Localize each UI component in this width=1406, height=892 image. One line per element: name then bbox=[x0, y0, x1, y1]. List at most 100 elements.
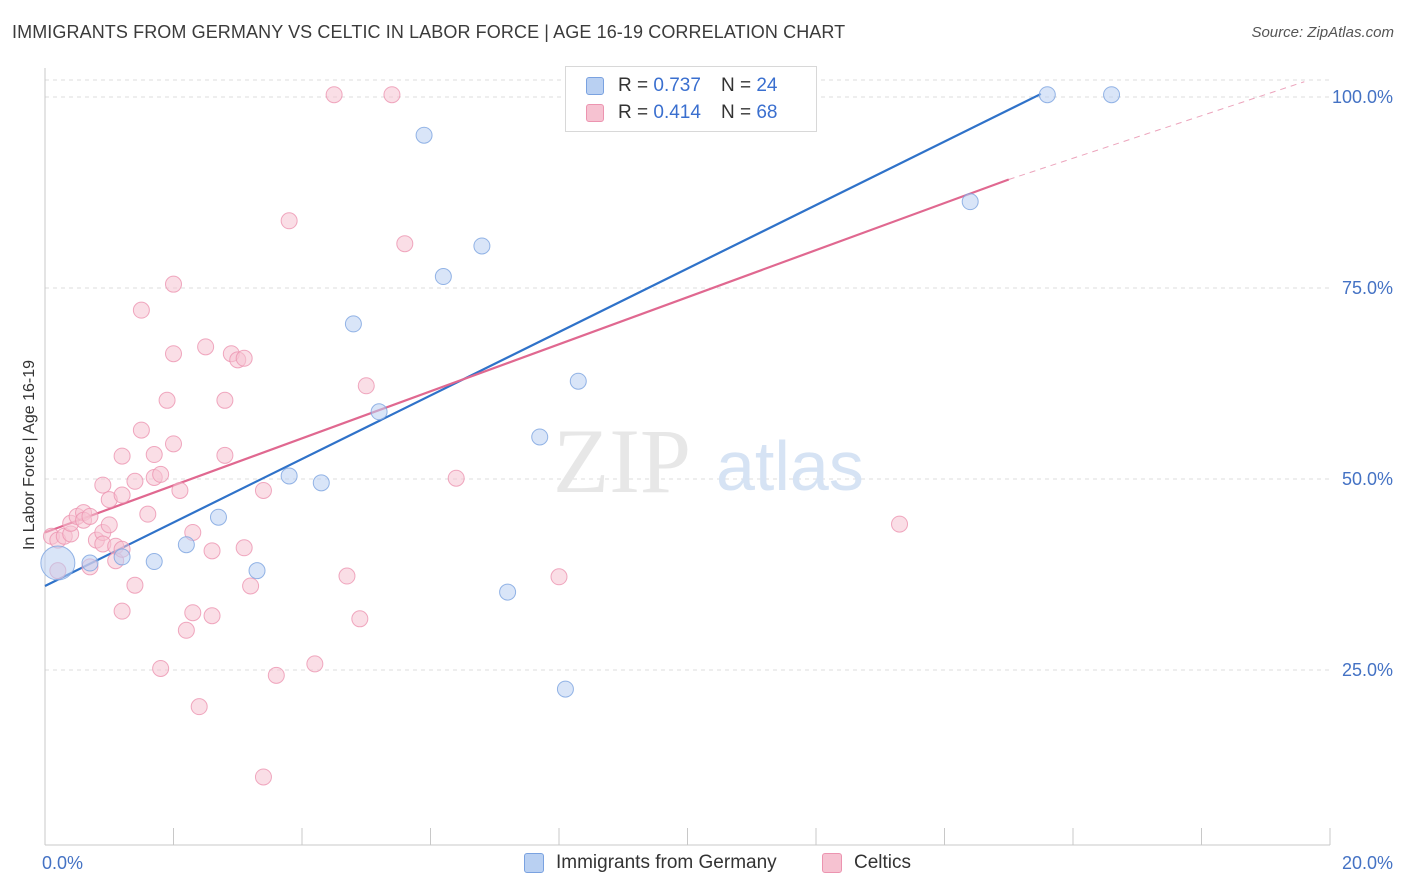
point-germany bbox=[177, 536, 195, 554]
point-celtics bbox=[139, 505, 157, 523]
bottom-legend-label: Immigrants from Germany bbox=[556, 852, 777, 873]
point-celtics bbox=[165, 435, 182, 453]
point-germany bbox=[415, 126, 433, 144]
watermark-atlas: atlas bbox=[716, 427, 864, 505]
point-celtics bbox=[216, 446, 234, 464]
point-celtics bbox=[184, 604, 202, 622]
watermark: ZIP atlas bbox=[553, 410, 864, 512]
legend-n-value: 68 bbox=[756, 102, 778, 123]
legend: R = 0.737 N = 24 R = 0.414 N = 68 bbox=[565, 66, 817, 132]
point-germany bbox=[1038, 86, 1056, 104]
legend-n-value: 24 bbox=[756, 75, 778, 96]
point-celtics bbox=[383, 86, 401, 104]
legend-row-germany: R = 0.737 N = 24 bbox=[586, 73, 777, 99]
point-celtics bbox=[197, 338, 215, 356]
point-germany bbox=[1103, 86, 1121, 104]
point-celtics bbox=[357, 377, 375, 395]
watermark-zip: ZIP bbox=[553, 410, 691, 512]
trend-line-celtics-extension bbox=[1008, 81, 1305, 180]
legend-n-label: N = bbox=[720, 102, 752, 123]
y-tick-label: 75.0% bbox=[1342, 278, 1393, 298]
bottom-legend-germany[interactable]: Immigrants from Germany bbox=[524, 852, 777, 874]
point-celtics bbox=[351, 610, 369, 628]
y-axis-label: In Labor Force | Age 16-19 bbox=[21, 360, 38, 550]
point-germany bbox=[473, 237, 491, 255]
point-celtics bbox=[158, 391, 176, 409]
point-celtics bbox=[325, 86, 343, 104]
x-tick-label: 20.0% bbox=[1342, 853, 1393, 873]
legend-n-label: N = bbox=[720, 75, 752, 96]
x-tick-label: 0.0% bbox=[42, 853, 83, 873]
point-germany bbox=[145, 553, 163, 571]
point-celtics bbox=[254, 768, 272, 786]
point-germany bbox=[961, 193, 979, 211]
legend-r-label: R = bbox=[618, 102, 649, 123]
point-germany bbox=[312, 474, 330, 492]
point-celtics bbox=[94, 476, 112, 494]
point-celtics bbox=[152, 465, 170, 483]
point-celtics bbox=[242, 577, 260, 595]
point-germany bbox=[556, 680, 574, 698]
legend-swatch-pink bbox=[586, 104, 604, 122]
point-celtics bbox=[100, 516, 118, 534]
chart-title: IMMIGRANTS FROM GERMANY VS CELTIC IN LAB… bbox=[12, 22, 846, 42]
trend-line-celtics bbox=[44, 178, 1010, 534]
bottom-legend-label: Celtics bbox=[854, 852, 912, 873]
y-tick-label: 100.0% bbox=[1332, 87, 1393, 107]
axes bbox=[44, 68, 1331, 846]
point-celtics bbox=[338, 567, 356, 585]
point-celtics bbox=[203, 542, 221, 560]
point-celtics bbox=[165, 345, 182, 363]
point-celtics bbox=[145, 446, 163, 464]
point-germany bbox=[370, 403, 388, 421]
legend-row-celtics: R = 0.414 N = 68 bbox=[586, 100, 777, 126]
trend-lines bbox=[44, 81, 1305, 587]
bottom-legend: Immigrants from Germany Celtics bbox=[0, 852, 1406, 878]
point-celtics bbox=[254, 481, 272, 499]
bottom-legend-swatch-blue bbox=[524, 853, 544, 873]
point-celtics bbox=[113, 447, 131, 465]
point-germany bbox=[531, 428, 549, 446]
legend-r-value: 0.737 bbox=[653, 75, 701, 96]
point-celtics bbox=[152, 659, 170, 677]
point-celtics bbox=[126, 576, 144, 594]
point-celtics bbox=[235, 539, 253, 557]
point-celtics bbox=[396, 235, 414, 253]
point-celtics bbox=[132, 421, 150, 439]
point-celtics bbox=[235, 349, 253, 367]
point-celtics bbox=[447, 469, 465, 487]
point-celtics bbox=[891, 515, 909, 533]
point-celtics bbox=[267, 666, 285, 684]
point-germany bbox=[569, 372, 587, 390]
point-celtics bbox=[203, 607, 221, 625]
point-germany bbox=[280, 467, 298, 485]
legend-r-label: R = bbox=[618, 75, 649, 96]
point-celtics bbox=[171, 481, 189, 499]
point-germany bbox=[434, 268, 452, 286]
grid-lines bbox=[45, 79, 1330, 671]
point-celtics bbox=[550, 568, 568, 586]
y-tick-label: 50.0% bbox=[1342, 469, 1393, 489]
point-celtics bbox=[165, 275, 182, 293]
point-celtics bbox=[190, 698, 208, 716]
point-germany bbox=[248, 562, 266, 580]
point-celtics bbox=[177, 621, 195, 639]
bottom-legend-celtics[interactable]: Celtics bbox=[822, 852, 911, 874]
point-celtics bbox=[113, 602, 131, 620]
point-celtics bbox=[126, 472, 144, 490]
point-germany bbox=[81, 554, 99, 572]
point-celtics bbox=[132, 301, 150, 319]
point-germany bbox=[113, 548, 131, 566]
point-germany bbox=[40, 545, 76, 581]
point-celtics bbox=[306, 655, 324, 673]
point-germany bbox=[209, 508, 227, 526]
source-label: Source: ZipAtlas.com bbox=[1251, 24, 1394, 41]
point-germany bbox=[499, 583, 517, 601]
point-celtics bbox=[280, 212, 298, 230]
point-celtics bbox=[216, 391, 234, 409]
trend-line-germany bbox=[44, 92, 1042, 587]
bottom-legend-swatch-pink bbox=[822, 853, 842, 873]
point-germany bbox=[344, 315, 362, 333]
point-celtics bbox=[81, 507, 99, 525]
